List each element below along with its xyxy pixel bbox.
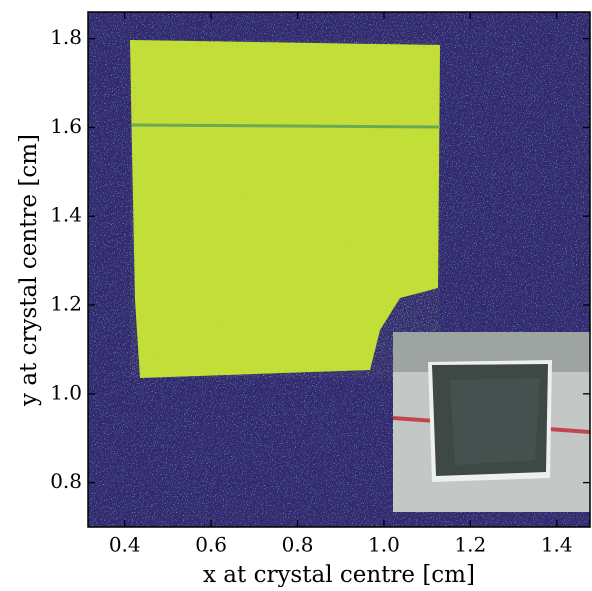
plot-frame: [87, 11, 591, 528]
inset-photo: [392, 332, 590, 512]
x-tick-label: 1.4: [541, 533, 573, 557]
y-tick-label: 1.4: [50, 203, 82, 227]
x-tick-label: 1.0: [368, 533, 400, 557]
x-tick-label: 0.8: [282, 533, 314, 557]
y-tick-label: 1.2: [50, 292, 82, 316]
x-tick-label: 0.6: [195, 533, 227, 557]
y-tick-label: 1.6: [50, 114, 82, 138]
y-tick-label: 1.8: [50, 25, 82, 49]
crystal-line: [131, 123, 441, 129]
y-axis-label: y at crystal centre [cm]: [16, 134, 42, 407]
y-tick-label: 0.8: [50, 469, 82, 493]
x-tick-label: 1.2: [454, 533, 486, 557]
y-tick-label: 1.0: [50, 380, 82, 404]
heatmap-image: [88, 12, 590, 527]
x-axis-label: x at crystal centre [cm]: [203, 562, 475, 587]
x-tick-label: 0.4: [109, 533, 141, 557]
